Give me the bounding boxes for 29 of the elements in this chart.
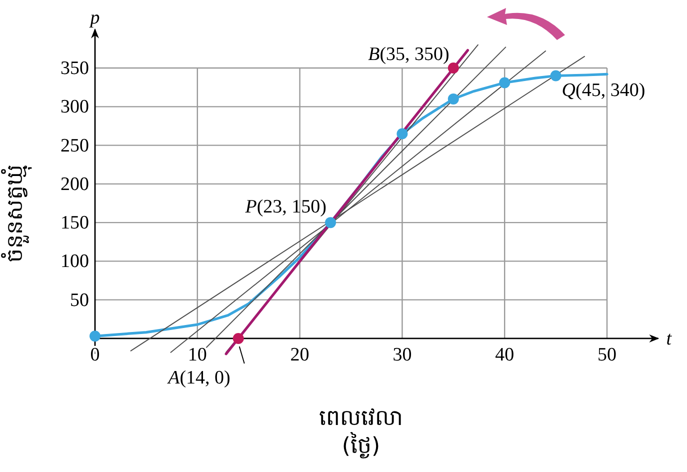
point <box>325 217 336 228</box>
annotation: P(23, 150) <box>244 196 327 218</box>
annotation: B(35, 350) <box>368 44 450 66</box>
y-tick-label: 100 <box>60 251 89 272</box>
x-tick-label: 0 <box>90 344 100 366</box>
point <box>499 77 510 88</box>
point <box>396 128 408 140</box>
x-tick-label: 40 <box>495 344 514 366</box>
x-axis-title: ពេលវេលា (ថ្ងៃ) <box>319 406 403 459</box>
text: t <box>666 328 672 350</box>
point <box>550 70 562 82</box>
y-tick-label: 50 <box>70 290 89 311</box>
x-tick-label: 20 <box>290 344 310 366</box>
point <box>90 330 100 342</box>
x-tick-label: 10 <box>188 344 207 366</box>
annotation: Q(45, 340) <box>562 80 646 101</box>
y-tick-label: 300 <box>60 96 89 118</box>
text: p <box>88 7 100 28</box>
y-axis-title: ចំនួនសត្វឃ្មុំ <box>1 164 32 262</box>
point <box>448 62 459 74</box>
y-tick-label: 250 <box>60 135 89 156</box>
point <box>448 93 459 104</box>
annotation: A(14, 0) <box>166 367 230 388</box>
point <box>232 332 244 344</box>
x-tick-label: 30 <box>392 344 412 366</box>
y-tick-label: 150 <box>60 212 89 234</box>
x-tick-label: 50 <box>598 344 616 366</box>
y-tick-label: 200 <box>60 174 89 195</box>
y-tick-label: 350 <box>60 58 89 80</box>
